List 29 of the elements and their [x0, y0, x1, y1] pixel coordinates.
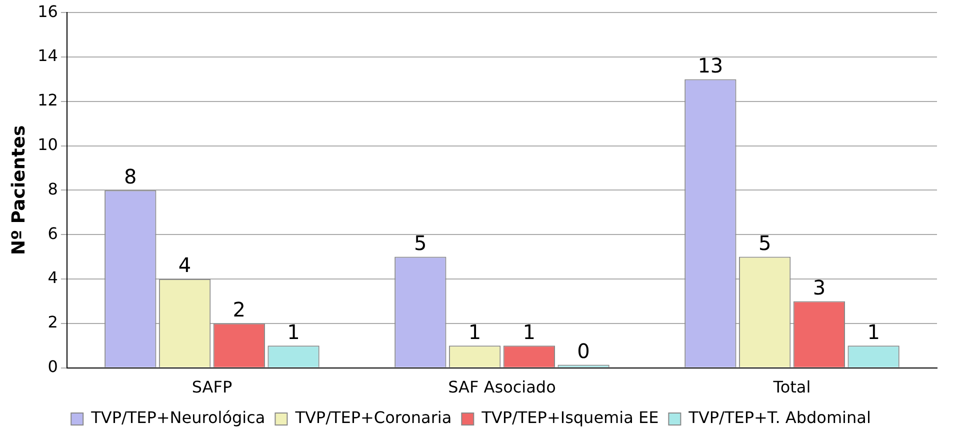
legend-label: TVP/TEP+Coronaria [294, 408, 452, 428]
x-tick-label: SAFP [192, 378, 232, 397]
y-tick-label: 10 [38, 134, 58, 154]
data-label: 8 [124, 164, 137, 188]
data-label: 0 [577, 339, 590, 364]
data-label: 1 [867, 320, 880, 344]
data-label: 4 [178, 253, 192, 278]
x-tick-label: Total [772, 378, 811, 397]
y-tick-label: 8 [48, 179, 58, 198]
legend-label: TVP/TEP+T. Abdominal [688, 408, 871, 428]
data-label: 2 [232, 298, 246, 322]
y-tick-label: 6 [48, 224, 58, 243]
y-tick-label: 16 [38, 2, 58, 21]
x-tick-label: SAF Asociado [448, 378, 556, 397]
data-label: 5 [758, 231, 772, 256]
legend-label: TVP/TEP+Neurológica [90, 408, 266, 428]
data-label: 1 [522, 320, 536, 344]
data-label: 1 [287, 320, 300, 344]
data-label: 3 [812, 275, 826, 300]
y-axis-title: Nº Pacientes [8, 125, 30, 256]
y-tick-label: 2 [48, 312, 58, 332]
data-label: 13 [698, 53, 724, 78]
data-label: 5 [414, 231, 427, 256]
y-tick-label: 12 [38, 90, 58, 110]
y-tick-label: 0 [48, 356, 58, 376]
y-tick-label: 4 [48, 268, 58, 288]
data-label: 1 [468, 320, 482, 344]
y-tick-label: 14 [38, 46, 58, 66]
legend-label: TVP/TEP+Isquemia EE [480, 408, 659, 428]
